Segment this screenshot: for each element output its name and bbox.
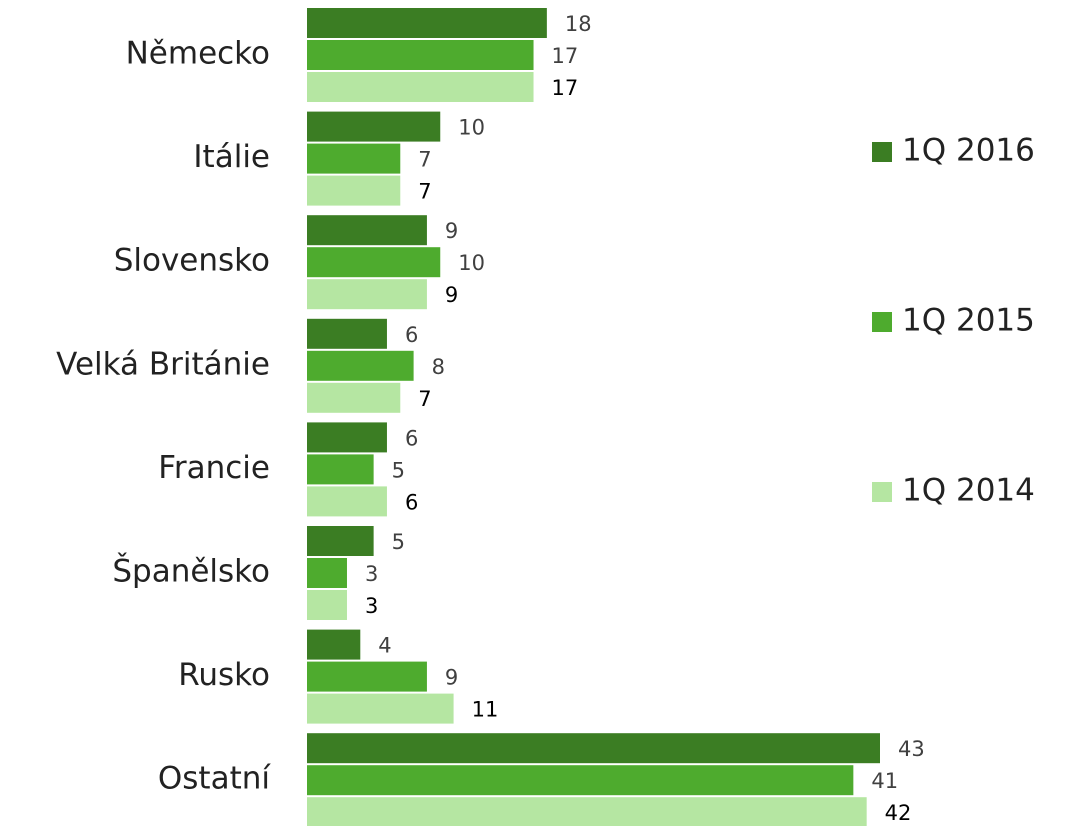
category-label: Francie — [158, 450, 270, 486]
bar — [307, 422, 387, 453]
value-label: 5 — [392, 458, 405, 482]
bar — [307, 558, 347, 588]
bar — [307, 590, 347, 620]
value-label: 7 — [418, 387, 431, 411]
bar — [307, 382, 401, 413]
legend-swatch — [872, 142, 892, 162]
bar — [307, 143, 401, 174]
value-label: 9 — [445, 219, 458, 243]
bar — [307, 111, 441, 142]
bar — [307, 215, 427, 246]
value-label: 7 — [418, 148, 431, 172]
value-label: 6 — [405, 323, 418, 347]
bar — [307, 733, 880, 764]
bar — [307, 40, 534, 70]
bar — [307, 765, 854, 796]
value-label: 18 — [565, 12, 592, 36]
value-label: 9 — [445, 283, 458, 307]
value-label: 7 — [418, 180, 431, 204]
bar — [307, 350, 414, 381]
bar — [307, 279, 427, 310]
category-label: Německo — [126, 36, 270, 72]
legend-label: 1Q 2015 — [902, 303, 1035, 339]
bar — [307, 8, 547, 38]
value-label: 10 — [458, 116, 485, 140]
category-label: Španělsko — [112, 553, 270, 590]
value-label: 8 — [432, 355, 445, 379]
value-label: 3 — [365, 562, 378, 586]
bar — [307, 318, 387, 349]
bar — [307, 72, 534, 102]
category-label: Rusko — [178, 657, 270, 693]
value-label: 9 — [445, 666, 458, 690]
legend-swatch — [872, 482, 892, 502]
value-label: 11 — [472, 698, 499, 722]
value-label: 43 — [898, 737, 925, 761]
legend-label: 1Q 2014 — [902, 473, 1035, 509]
category-label: Ostatní — [158, 761, 272, 797]
category-label: Slovensko — [114, 243, 270, 279]
value-label: 6 — [405, 426, 418, 450]
value-label: 41 — [871, 769, 898, 793]
bar — [307, 661, 427, 692]
legend-swatch — [872, 312, 892, 332]
value-label: 17 — [552, 44, 579, 68]
bar — [307, 454, 374, 485]
value-label: 17 — [552, 76, 579, 100]
legend-label: 1Q 2016 — [902, 133, 1035, 169]
bar — [307, 247, 441, 278]
bar — [307, 526, 374, 556]
category-label: Velká Británie — [56, 346, 270, 382]
bar — [307, 629, 361, 660]
bar — [307, 797, 867, 826]
value-label: 6 — [405, 490, 418, 514]
bar — [307, 175, 401, 206]
bar — [307, 693, 454, 724]
value-label: 3 — [365, 594, 378, 618]
value-label: 10 — [458, 251, 485, 275]
value-label: 4 — [378, 634, 391, 658]
category-label: Itálie — [193, 139, 270, 175]
value-label: 5 — [392, 530, 405, 554]
value-label: 42 — [885, 801, 912, 825]
bar — [307, 486, 387, 517]
